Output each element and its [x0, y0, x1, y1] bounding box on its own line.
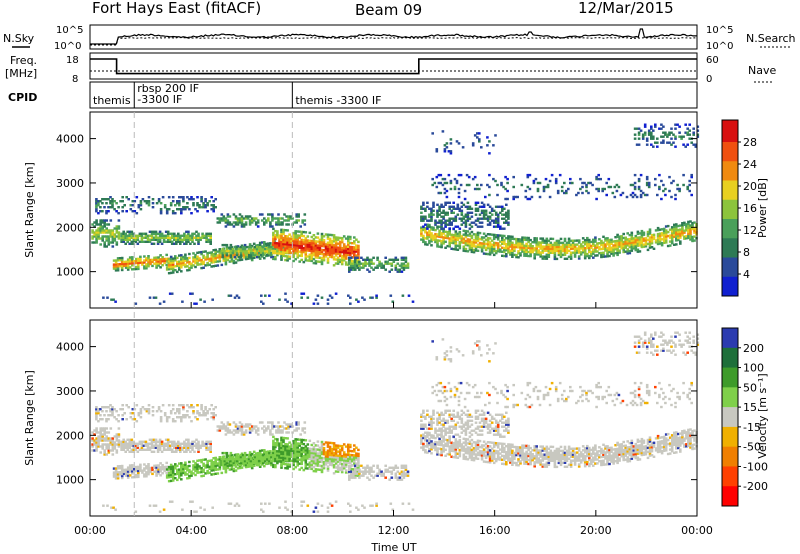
x-tick-label: 16:00 [479, 524, 511, 537]
velocity-colorbar-tick: 50 [743, 381, 757, 394]
power-colorbar-tick: 16 [743, 202, 757, 215]
x-tick-label: 00:00 [681, 524, 713, 537]
velocity-colorbar-label: Velocity [m s⁻¹] [756, 373, 769, 458]
power-colorbar-tick: 24 [743, 158, 757, 171]
freq-tick-bottom-right: 0 [706, 74, 712, 85]
y-tick-label: 1000 [56, 266, 84, 279]
freq-label-line2: [MHz] [5, 67, 37, 80]
velocity-colorbar-tick: 100 [743, 362, 764, 375]
y-tick-label: 3000 [56, 385, 84, 398]
nsky-label: N.Sky [3, 32, 35, 45]
cpid-label: CPID [8, 91, 37, 104]
velocity-colorbar-tick: -15 [743, 421, 761, 434]
cpid-segment-text: themis [93, 94, 131, 107]
power-ylabel: Slant Range [km] [23, 162, 36, 258]
y-tick-label: 2000 [56, 429, 84, 442]
x-tick-label: 04:00 [175, 524, 207, 537]
power-colorbar: 28 24 20 16 12 8 4 [721, 119, 757, 297]
cpid-segment-text: -3300 IF [137, 93, 182, 106]
y-tick-label: 1000 [56, 474, 84, 487]
cpid-segment-text: themis -3300 IF [295, 94, 381, 107]
freq-tick-bottom-left: 8 [72, 74, 78, 85]
noise-tick-bottom-right: 10^0 [706, 41, 733, 52]
x-tick-label: 00:00 [74, 524, 106, 537]
frequency-panel: 18 8 60 0 Freq. [MHz] Nave [5, 52, 776, 85]
power-colorbar-tick: 28 [743, 136, 757, 149]
velocity-panel: 1000 2000 3000 4000 Slant Range [km] [23, 319, 700, 517]
velocity-colorbar-tick: 15 [743, 401, 757, 414]
freq-tick-top-left: 18 [66, 55, 79, 66]
power-colorbar-tick: 20 [743, 180, 757, 193]
y-tick-label: 4000 [56, 133, 84, 146]
power-colorbar-tick: 8 [743, 246, 750, 259]
x-tick-label: 20:00 [580, 524, 612, 537]
y-tick-label: 3000 [56, 177, 84, 190]
cpid-segment-text: rbsp 200 IF [137, 82, 199, 95]
nave-label: Nave [748, 64, 776, 77]
nsearch-label: N.Search [746, 32, 796, 45]
y-tick-label: 2000 [56, 221, 84, 234]
x-tick-label: 12:00 [378, 524, 410, 537]
noise-tick-top-right: 10^5 [706, 25, 733, 36]
freq-label-line1: Freq. [10, 54, 37, 67]
freq-tick-top-right: 60 [706, 55, 719, 66]
noise-tick-top-left: 10^5 [56, 25, 83, 36]
x-tick-label: 08:00 [276, 524, 308, 537]
velocity-colorbar-tick: -200 [743, 480, 768, 493]
power-colorbar-label: Power [dB] [756, 178, 769, 238]
cpid-panel: CPID themis rbsp 200 IF-3300 IF themis -33… [8, 81, 698, 109]
velocity-colorbar-tick: 200 [743, 342, 764, 355]
date-title: 12/Mar/2015 [578, 0, 674, 17]
velocity-colorbar-tick: -100 [743, 460, 768, 473]
station-title: Fort Hays East (fitACF) [92, 0, 261, 17]
power-panel: 1000 2000 3000 4000 Slant Range [km] [23, 111, 700, 309]
power-colorbar-tick: 12 [743, 224, 757, 237]
noise-panel: 10^5 10^0 10^5 10^0 N.Sky N.Search [3, 24, 796, 52]
y-tick-label: 4000 [56, 341, 84, 354]
noise-tick-bottom-left: 10^0 [54, 41, 81, 52]
velocity-colorbar: 200 100 50 15 -15 -50 -100 -200 [721, 327, 768, 507]
power-colorbar-tick: 4 [743, 268, 750, 281]
x-axis-label: Time UT [370, 541, 416, 554]
velocity-colorbar-tick: -50 [743, 441, 761, 454]
beam-title: Beam 09 [355, 1, 422, 19]
velocity-ylabel: Slant Range [km] [23, 370, 36, 466]
